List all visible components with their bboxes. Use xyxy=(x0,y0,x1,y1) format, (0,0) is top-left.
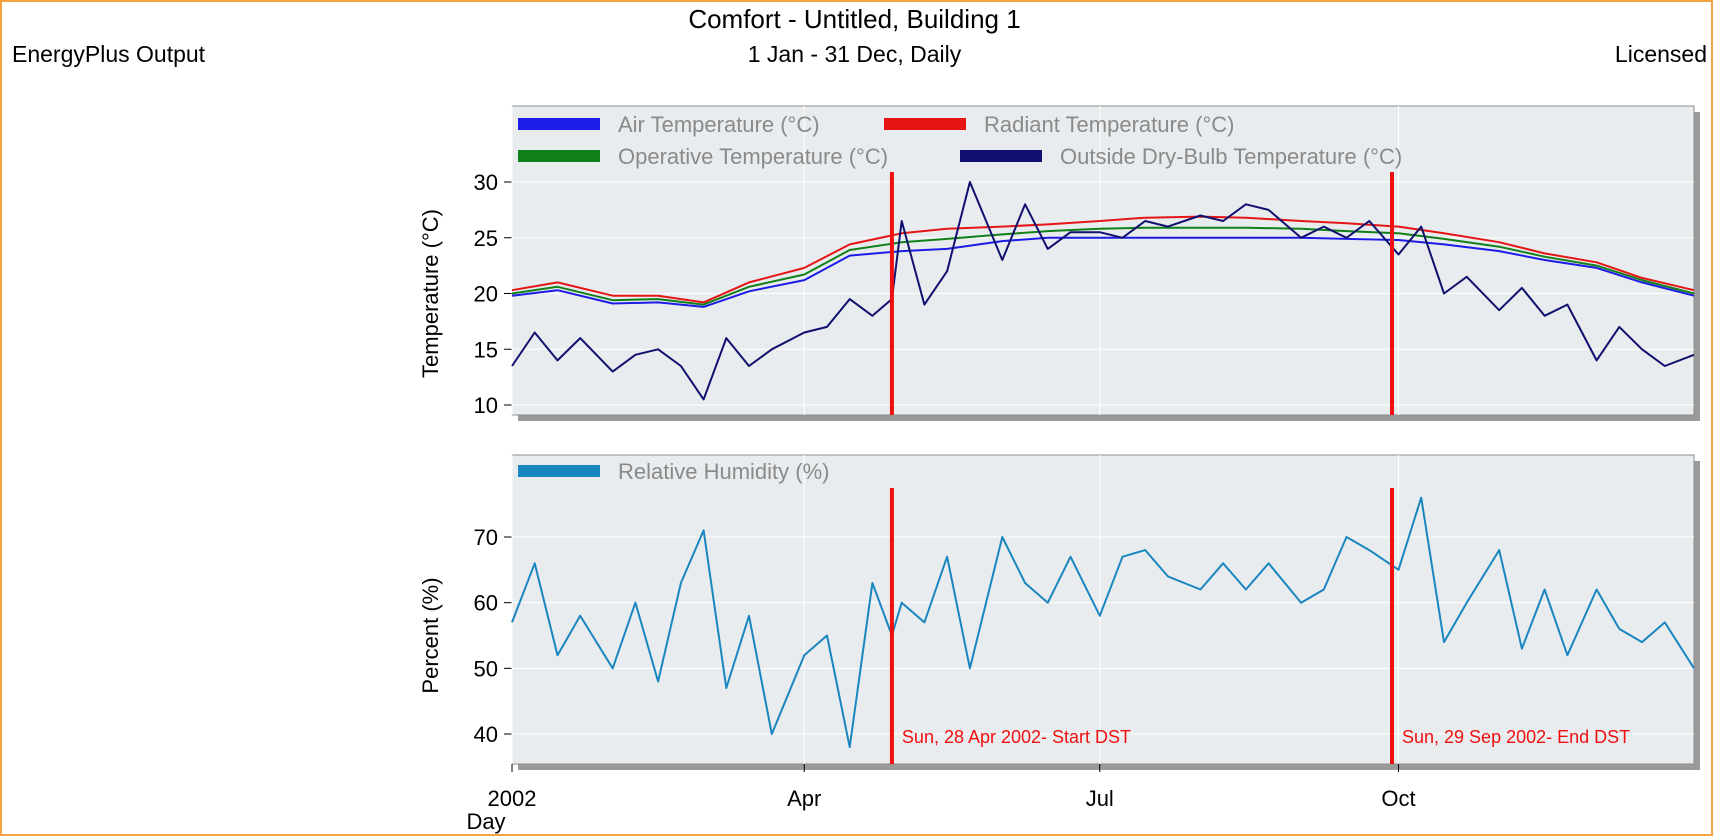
legend-swatch-outside xyxy=(960,150,1042,162)
y-axis-label: Percent (%) xyxy=(418,577,443,693)
x-tick-label: 2002 xyxy=(488,786,537,811)
y-tick-label: 15 xyxy=(474,337,498,362)
legend-label-air: Air Temperature (°C) xyxy=(618,112,820,137)
x-axis-label: Day xyxy=(466,809,505,834)
y-tick-label: 25 xyxy=(474,226,498,251)
output-label: EnergyPlus Output xyxy=(12,41,206,67)
x-tick-label: Oct xyxy=(1381,786,1415,811)
legend-label-outside: Outside Dry-Bulb Temperature (°C) xyxy=(1060,144,1402,169)
dst-annotation-label: Sun, 28 Apr 2002- Start DST xyxy=(902,727,1131,747)
legend-swatch-air xyxy=(518,118,600,130)
license-label: Licensed xyxy=(1614,41,1707,67)
plot-panel xyxy=(511,105,1695,416)
series-line-air xyxy=(511,236,1695,308)
y-tick-label: 30 xyxy=(474,170,498,195)
series-line-operative xyxy=(511,226,1695,306)
x-tick-label: Jul xyxy=(1086,786,1114,811)
legend-label-radiant: Radiant Temperature (°C) xyxy=(984,112,1235,137)
series-line-humidity xyxy=(511,496,1695,749)
legend-label-humidity: Relative Humidity (%) xyxy=(618,459,830,484)
y-tick-label: 70 xyxy=(474,525,498,550)
y-tick-label: 40 xyxy=(474,722,498,747)
y-tick-label: 10 xyxy=(474,393,498,418)
y-tick-label: 20 xyxy=(474,282,498,307)
chart-subtitle: 1 Jan - 31 Dec, Daily xyxy=(747,41,962,67)
series-line-radiant xyxy=(511,215,1695,304)
dst-annotation-label: Sun, 29 Sep 2002- End DST xyxy=(1402,727,1630,747)
x-tick-label: Apr xyxy=(787,786,821,811)
legend-swatch-radiant xyxy=(884,118,966,130)
legend-label-operative: Operative Temperature (°C) xyxy=(618,144,888,169)
series-line-outside xyxy=(511,181,1695,401)
legend-swatch-humidity xyxy=(518,465,600,477)
y-tick-label: 50 xyxy=(474,656,498,681)
chart-title: Comfort - Untitled, Building 1 xyxy=(688,4,1021,34)
y-axis-label: Temperature (°C) xyxy=(418,209,443,378)
y-tick-label: 60 xyxy=(474,591,498,616)
legend-swatch-operative xyxy=(518,150,600,162)
